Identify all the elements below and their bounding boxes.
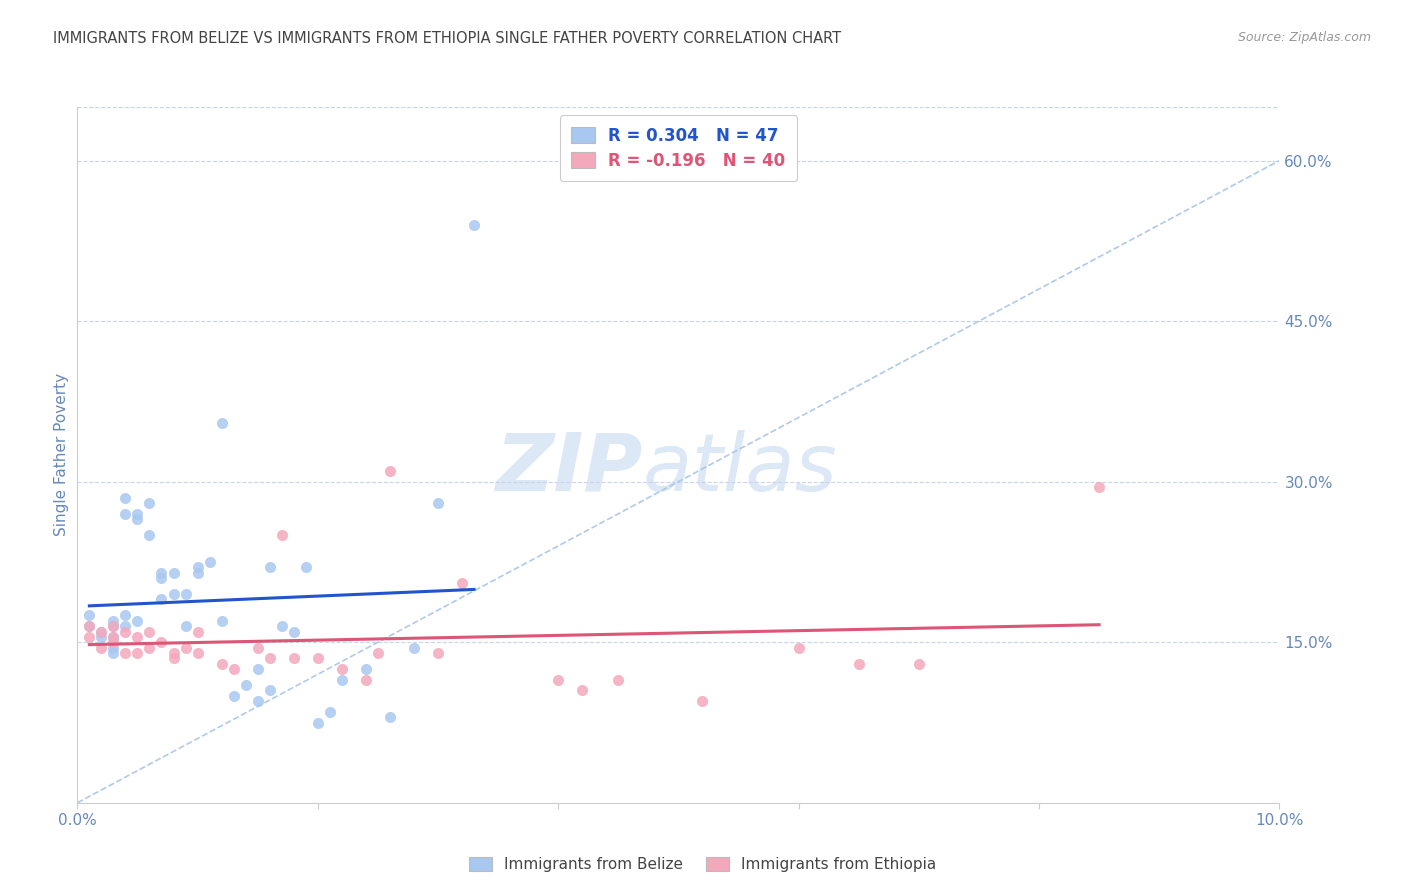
Point [571, 683, 593, 698]
Point [103, 640, 125, 655]
Point [127, 614, 149, 628]
Point [246, 662, 269, 676]
Point [848, 657, 870, 671]
Point [222, 689, 245, 703]
Point [908, 657, 931, 671]
Point [235, 678, 257, 692]
Text: atlas: atlas [643, 430, 837, 508]
Point [787, 640, 810, 655]
Point [259, 560, 281, 574]
Point [463, 218, 485, 232]
Text: IMMIGRANTS FROM BELIZE VS IMMIGRANTS FROM ETHIOPIA SINGLE FATHER POVERTY CORRELA: IMMIGRANTS FROM BELIZE VS IMMIGRANTS FRO… [53, 31, 842, 46]
Text: ZIP: ZIP [495, 430, 643, 508]
Point [114, 646, 136, 660]
Point [1088, 480, 1111, 494]
Point [187, 624, 209, 639]
Point [103, 619, 125, 633]
Point [162, 651, 184, 665]
Point [127, 646, 149, 660]
Point [187, 646, 209, 660]
Point [367, 646, 389, 660]
Point [114, 491, 136, 505]
Point [90, 640, 112, 655]
Point [174, 640, 197, 655]
Point [187, 566, 209, 580]
Point [427, 496, 450, 510]
Point [307, 651, 329, 665]
Point [174, 619, 197, 633]
Point [307, 715, 329, 730]
Point [607, 673, 630, 687]
Point [162, 566, 184, 580]
Text: Source: ZipAtlas.com: Source: ZipAtlas.com [1237, 31, 1371, 45]
Point [270, 528, 292, 542]
Point [150, 571, 173, 585]
Legend: Immigrants from Belize, Immigrants from Ethiopia: Immigrants from Belize, Immigrants from … [461, 849, 945, 880]
Point [103, 635, 125, 649]
Point [283, 624, 305, 639]
Point [114, 507, 136, 521]
Point [138, 528, 160, 542]
Point [127, 512, 149, 526]
Legend: R = 0.304   N = 47, R = -0.196   N = 40: R = 0.304 N = 47, R = -0.196 N = 40 [560, 115, 797, 181]
Point [90, 630, 112, 644]
Point [259, 651, 281, 665]
Point [246, 640, 269, 655]
Point [103, 630, 125, 644]
Point [211, 614, 233, 628]
Point [319, 705, 342, 719]
Point [150, 592, 173, 607]
Point [79, 619, 101, 633]
Point [330, 662, 353, 676]
Point [174, 587, 197, 601]
Point [246, 694, 269, 708]
Point [547, 673, 569, 687]
Point [138, 624, 160, 639]
Point [378, 710, 401, 724]
Point [114, 624, 136, 639]
Point [378, 464, 401, 478]
Point [198, 555, 221, 569]
Point [103, 630, 125, 644]
Point [692, 694, 714, 708]
Point [103, 614, 125, 628]
Point [90, 624, 112, 639]
Point [402, 640, 425, 655]
Point [270, 619, 292, 633]
Point [79, 608, 101, 623]
Point [138, 496, 160, 510]
Point [283, 651, 305, 665]
Y-axis label: Single Father Poverty: Single Father Poverty [53, 374, 69, 536]
Point [162, 646, 184, 660]
Point [127, 507, 149, 521]
Point [354, 662, 377, 676]
Point [294, 560, 316, 574]
Point [427, 646, 450, 660]
Point [79, 630, 101, 644]
Point [127, 630, 149, 644]
Point [222, 662, 245, 676]
Point [103, 619, 125, 633]
Point [103, 646, 125, 660]
Point [330, 673, 353, 687]
Point [150, 566, 173, 580]
Point [451, 576, 474, 591]
Point [90, 624, 112, 639]
Point [354, 673, 377, 687]
Point [114, 608, 136, 623]
Point [138, 640, 160, 655]
Point [162, 587, 184, 601]
Point [150, 635, 173, 649]
Point [187, 560, 209, 574]
Point [211, 416, 233, 430]
Point [114, 619, 136, 633]
Point [259, 683, 281, 698]
Point [211, 657, 233, 671]
Point [79, 619, 101, 633]
